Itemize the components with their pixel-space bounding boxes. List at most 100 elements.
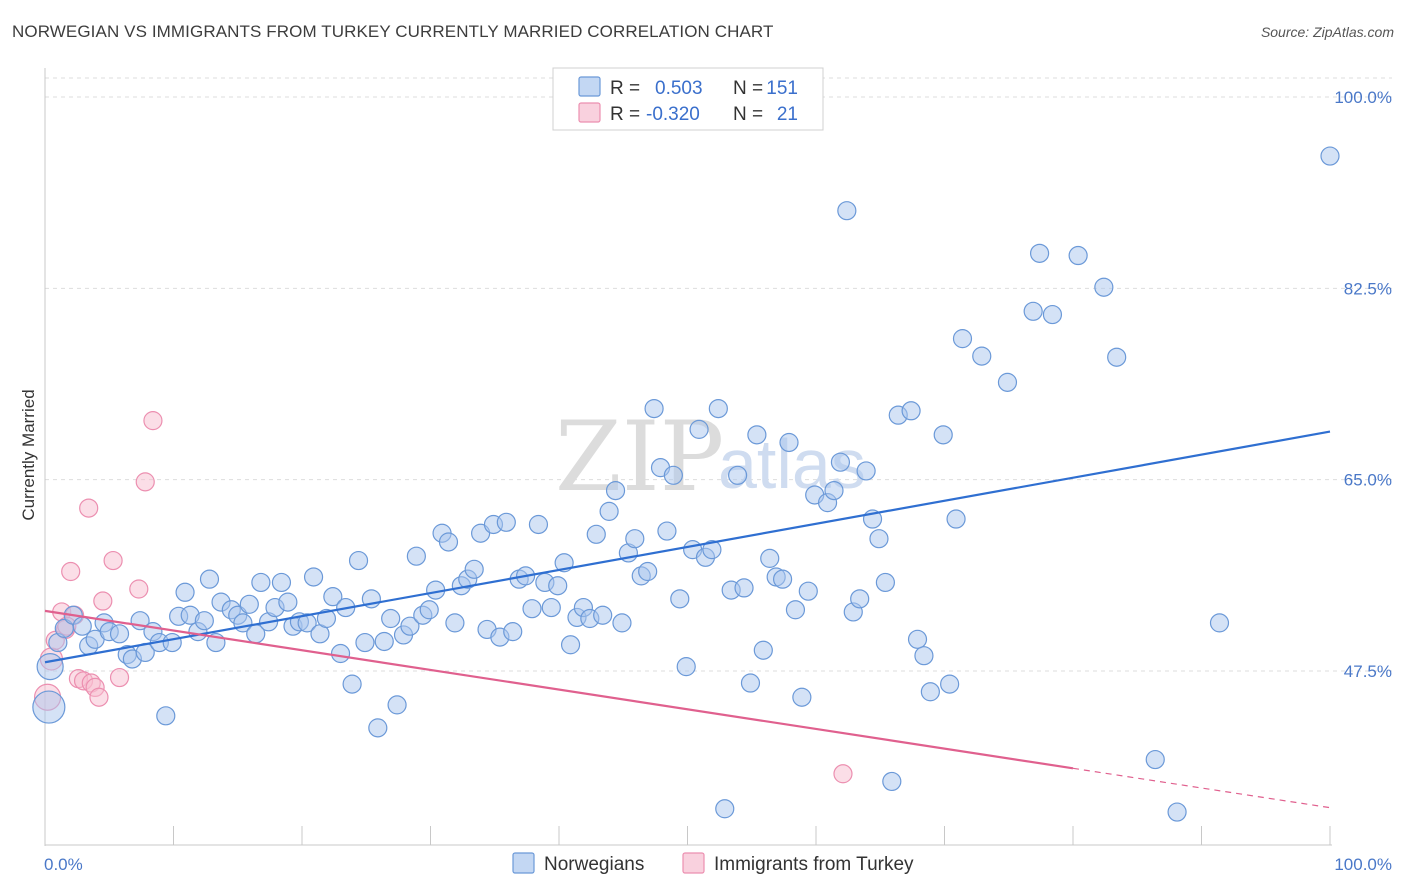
trend-lines <box>44 430 1331 809</box>
norwegian-point <box>670 589 690 609</box>
norwegian-point <box>548 576 568 596</box>
norwegian-point <box>593 605 613 625</box>
norwegian-point <box>1029 243 1050 263</box>
norwegian-point <box>612 613 632 633</box>
norwegian-point <box>663 465 683 485</box>
grid <box>45 77 1392 672</box>
norwegian-point <box>625 529 645 549</box>
norwegian-point <box>355 632 375 653</box>
norwegian-point <box>271 572 292 593</box>
norwegian-point <box>952 329 973 349</box>
turkey-point <box>833 764 853 784</box>
norwegian-point <box>342 674 362 694</box>
norwegian-point <box>541 597 561 618</box>
norwegian-point <box>657 521 677 541</box>
norwegian-point <box>933 425 953 445</box>
norwegian-point <box>239 594 259 614</box>
y-tick-labels: 47.5% 65.0% 82.5% 100.0% <box>1334 88 1392 681</box>
norwegian-point <box>638 561 658 582</box>
chart-title: NORWEGIAN VS IMMIGRANTS FROM TURKEY CURR… <box>12 22 774 41</box>
norwegian-point <box>760 548 780 568</box>
bottom-legend: Norwegians Immigrants from Turkey <box>512 852 914 875</box>
norwegian-point <box>599 501 619 521</box>
norwegian-point <box>1167 802 1187 822</box>
norwegian-point <box>946 509 966 529</box>
norwegian-point <box>920 682 940 702</box>
bottom-legend-swatch-turkey <box>682 852 705 874</box>
norwegian-point <box>785 600 806 620</box>
y-axis-label: Currently Married <box>19 389 38 520</box>
norwegian-point <box>689 419 709 439</box>
turkey-trend-line <box>44 609 1074 770</box>
norwegian-point <box>734 578 754 598</box>
norwegian-point <box>162 632 182 653</box>
norwegian-point <box>715 799 735 819</box>
norwegian-point <box>1042 304 1063 325</box>
turkey-point <box>109 667 130 688</box>
norwegian-point <box>1209 613 1230 633</box>
legend: R = 0.503 N = 151 R = -0.320 N = 21 <box>552 67 824 131</box>
turkey-point <box>89 687 109 707</box>
turkey-point <box>135 472 155 492</box>
norwegian-point <box>381 608 401 629</box>
norwegian-point <box>32 690 66 724</box>
legend-r-label: R = <box>610 78 640 99</box>
legend-r-value: 0.503 <box>655 78 703 99</box>
turkey-point <box>93 591 113 611</box>
turkey-point <box>103 550 123 571</box>
norwegian-point <box>387 695 407 715</box>
legend-swatch-blue <box>578 76 601 97</box>
norwegian-point <box>464 559 484 579</box>
norwegian-point <box>1145 749 1165 770</box>
legend-swatch-pink <box>578 102 601 123</box>
norwegian-point <box>496 512 516 532</box>
norwegian-point <box>36 653 64 681</box>
norwegian-point <box>792 687 812 707</box>
turkey-point <box>129 579 149 599</box>
norwegian-point <box>368 718 388 738</box>
norwegian-point <box>708 399 728 419</box>
norwegian-point <box>1023 301 1043 321</box>
norwegian-point <box>251 572 271 593</box>
norwegian-point <box>522 599 542 619</box>
source-attribution: Source: ZipAtlas.com <box>1260 24 1394 40</box>
y-tick-label: 65.0% <box>1344 471 1392 490</box>
norwegian-point <box>850 589 870 609</box>
norwegian-point <box>278 592 298 612</box>
legend-r-value: -0.320 <box>646 104 700 125</box>
legend-n-label: N = <box>733 78 763 99</box>
norwegian-point <box>406 546 426 566</box>
norwegian-point <box>907 629 928 649</box>
norwegian-point <box>824 481 844 501</box>
norwegian-point <box>875 572 895 593</box>
turkey-trend-extension <box>1072 767 1331 809</box>
legend-n-value: 151 <box>766 78 798 99</box>
norwegian-point <box>837 201 857 221</box>
norwegian-point <box>753 640 773 660</box>
norwegian-point <box>702 540 722 560</box>
norwegian-point <box>330 643 351 664</box>
y-tick-label: 82.5% <box>1344 279 1392 298</box>
norwegian-point <box>676 657 696 677</box>
norwegian-point <box>997 372 1018 392</box>
y-tick-label: 47.5% <box>1344 662 1392 681</box>
norwegian-point <box>175 582 195 602</box>
norwegians-trend-line <box>44 430 1331 664</box>
norwegian-point <box>323 587 343 607</box>
norwegian-point <box>316 608 337 629</box>
norwegian-point <box>779 432 799 453</box>
norwegian-point <box>156 706 176 726</box>
bottom-legend-label-turkey: Immigrants from Turkey <box>714 854 914 875</box>
norwegian-point <box>528 514 549 535</box>
x-tick-labels: 0.0% 100.0% <box>44 855 1392 874</box>
norwegian-point <box>856 461 876 481</box>
norwegian-point <box>901 401 921 421</box>
norwegian-point <box>605 481 626 501</box>
norwegian-point <box>419 600 439 620</box>
norwegian-point <box>297 613 317 633</box>
norwegian-point <box>438 532 459 552</box>
norwegian-point <box>586 524 606 544</box>
norwegian-point <box>560 635 581 655</box>
norwegian-point <box>1068 245 1088 266</box>
